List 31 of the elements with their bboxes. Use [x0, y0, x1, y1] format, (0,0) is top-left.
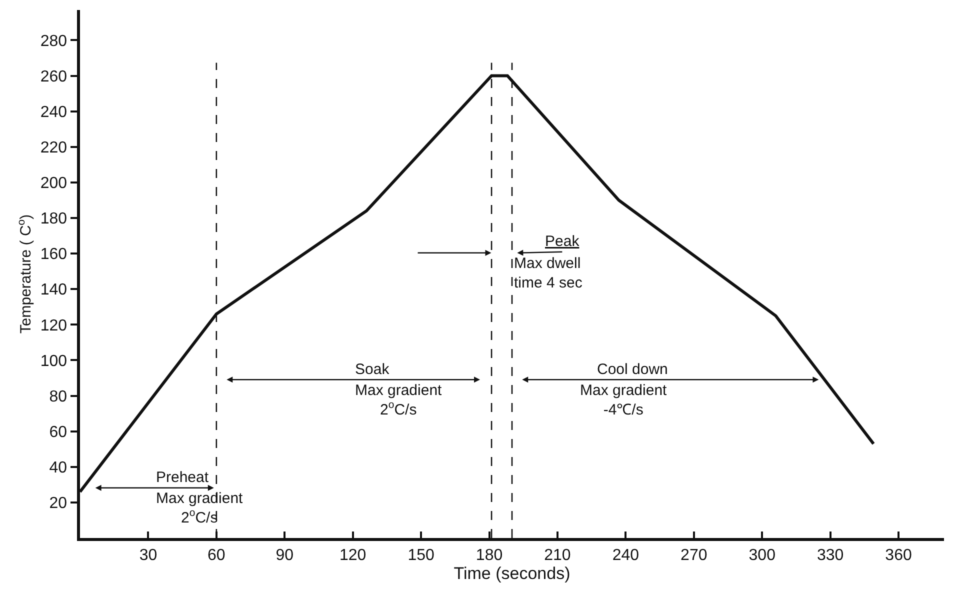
y-tick-label: 40 [49, 459, 68, 476]
y-tick-label: 160 [40, 246, 68, 264]
y-tick-label: 60 [49, 424, 68, 441]
x-tick-label: 150 [408, 546, 434, 564]
y-tick-label: 200 [40, 175, 68, 192]
y-tick-label: 220 [40, 139, 68, 156]
x-tick-label: 120 [339, 546, 366, 564]
x-tick-label: 360 [885, 546, 912, 564]
annotation: Preheat Max gradient 2$^{o}$C/s [156, 469, 244, 526]
x-tick-label: 330 [816, 546, 844, 564]
y-tick-label: 260 [40, 68, 68, 86]
x-tick-label: 180 [476, 546, 503, 564]
y-tick-label: 100 [40, 352, 68, 370]
x-tick-label: 90 [276, 546, 294, 564]
x-tick-label: 270 [680, 546, 708, 564]
x-tick-label: 300 [748, 546, 776, 564]
y-tick-label: 20 [49, 495, 68, 512]
y-tick-label: 180 [40, 210, 68, 228]
annotation: Soak Max gradient 2$^{o}$C/s [355, 361, 443, 418]
x-axis-title: Time (seconds) [454, 564, 570, 583]
x-tick-label: 60 [208, 546, 226, 564]
y-tick-label: 140 [40, 282, 68, 299]
y-tick-label: 280 [40, 32, 68, 50]
y-tick-label: 120 [40, 317, 68, 334]
x-tick-label: 30 [139, 546, 158, 564]
annotation: Peak Max dwell time 4 sec [514, 233, 583, 292]
y-tick-label: 240 [40, 104, 68, 121]
y-tick-label: 80 [49, 388, 68, 406]
x-tick-label: 240 [612, 546, 640, 564]
x-tick-label: 210 [544, 546, 571, 564]
annotation: Cool down Max gradient -4℃/s [580, 361, 668, 418]
